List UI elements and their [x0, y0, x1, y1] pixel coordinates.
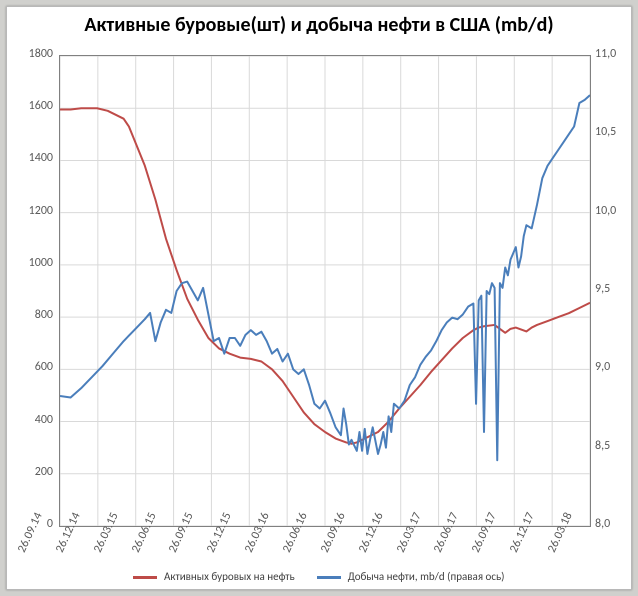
legend: Активных буровых на нефть Добыча нефти, …: [7, 570, 631, 583]
legend-item-production: Добыча нефти, mb/d (правая ось): [317, 570, 504, 583]
legend-dash-rigs: [133, 576, 157, 579]
y-right-tick-label: 9,0: [595, 360, 637, 374]
y-left-tick-label: 1800: [7, 47, 53, 61]
legend-dash-production: [317, 576, 341, 579]
y-left-tick-label: 1600: [7, 99, 53, 113]
chart-frame: Активные буровые(шт) и добыча нефти в СШ…: [6, 6, 632, 590]
chart-title: Активные буровые(шт) и добыча нефти в СШ…: [7, 13, 631, 37]
chart-svg: [60, 56, 590, 526]
legend-label-production: Добыча нефти, mb/d (правая ось): [348, 570, 505, 583]
y-left-tick-label: 1000: [7, 256, 53, 270]
x-tick-label: 26.12.14: [53, 510, 84, 554]
plot-area: [59, 55, 591, 527]
y-left-tick-label: 200: [7, 465, 53, 479]
y-right-tick-label: 9,5: [595, 282, 637, 296]
legend-item-rigs: Активных буровых на нефть: [133, 570, 294, 583]
legend-label-rigs: Активных буровых на нефть: [164, 570, 295, 583]
y-right-tick-label: 8,5: [595, 439, 637, 453]
y-left-tick-label: 400: [7, 413, 53, 427]
y-right-tick-label: 10,0: [595, 204, 637, 218]
y-left-tick-label: 1200: [7, 204, 53, 218]
y-left-tick-label: 1400: [7, 151, 53, 165]
y-right-tick-label: 11,0: [595, 47, 637, 61]
y-right-tick-label: 10,5: [595, 125, 637, 139]
y-left-tick-label: 800: [7, 308, 53, 322]
y-left-tick-label: 600: [7, 360, 53, 374]
y-right-tick-label: 8,0: [595, 517, 637, 531]
